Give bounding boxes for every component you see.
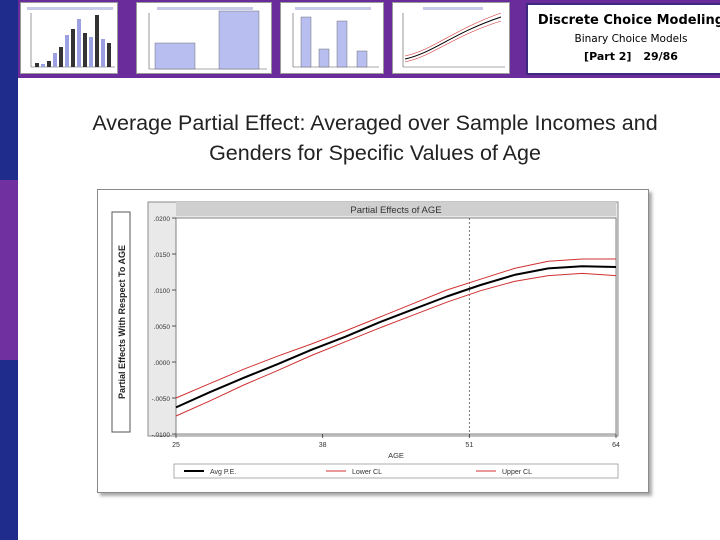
y-tick-label: .0200 (154, 216, 171, 223)
thumbnail-line-plot-graphic (402, 7, 505, 68)
x-tick-label: 51 (465, 442, 473, 449)
left-bar-segment-middle (0, 180, 18, 360)
header-strip: Discrete Choice Modeling Binary Choice M… (18, 0, 720, 78)
x-tick-label: 64 (612, 442, 620, 449)
y-tick-label: .0050 (154, 324, 171, 331)
legend-box (173, 463, 619, 479)
plot-area (175, 217, 617, 435)
course-title: Discrete Choice Modeling (537, 13, 720, 28)
thumbnail-line-plot (392, 2, 510, 74)
part-and-page: [Part 2] 29/86 (528, 50, 720, 63)
ylabel-box (111, 211, 131, 433)
thumbnail-small-bars (280, 2, 384, 74)
y-tick-label: .0000 (154, 360, 171, 367)
x-tick-label: 25 (172, 442, 180, 449)
x-tick-label: 38 (319, 442, 327, 449)
thumbnail-histogram (20, 2, 118, 74)
legend-label-3: Upper CL (502, 469, 532, 476)
partial-effects-chart: Partial Effects With Respect To AGE Parti… (111, 201, 620, 479)
thumbnail-small-bars-graphic (292, 7, 379, 68)
x-axis-label: AGE (388, 451, 404, 460)
legend-label-2: Lower CL (352, 469, 382, 476)
y-tick-label: -.0050 (152, 396, 171, 403)
legend-label-1: Avg P.E. (210, 469, 236, 476)
slide-title-box: Discrete Choice Modeling Binary Choice M… (526, 3, 720, 75)
thumbnail-histogram-graphic (27, 7, 115, 68)
y-tick-label: .0150 (154, 252, 171, 259)
slide-heading: Average Partial Effect: Averaged over Sa… (40, 108, 710, 168)
series-line-2 (175, 272, 617, 417)
left-bar-segment-bottom (0, 360, 18, 540)
thumbnail-bar-chart-graphic (148, 7, 267, 70)
y-axis-label: Partial Effects With Respect To AGE (117, 245, 127, 399)
y-tick-label: .0100 (154, 288, 171, 295)
left-bar-segment-top (0, 0, 18, 180)
course-subtitle: Binary Choice Models (574, 33, 688, 45)
slide-heading-line-1: Average Partial Effect: Averaged over Sa… (92, 111, 658, 135)
chart-frame: Partial Effects With Respect To AGE Parti… (97, 189, 649, 493)
title-band (176, 202, 616, 216)
chart-title: Partial Effects of AGE (350, 205, 441, 216)
left-accent-bar (0, 0, 18, 540)
series-line-1 (175, 265, 617, 409)
page-number: 29/86 (643, 50, 678, 63)
part-label: [Part 2] (584, 50, 632, 63)
thumbnail-bar-chart (136, 2, 272, 74)
series-line-3 (175, 258, 616, 399)
slide-heading-line-2: Genders for Specific Values of Age (209, 141, 541, 165)
y-tick-label: -.0100 (152, 432, 171, 439)
